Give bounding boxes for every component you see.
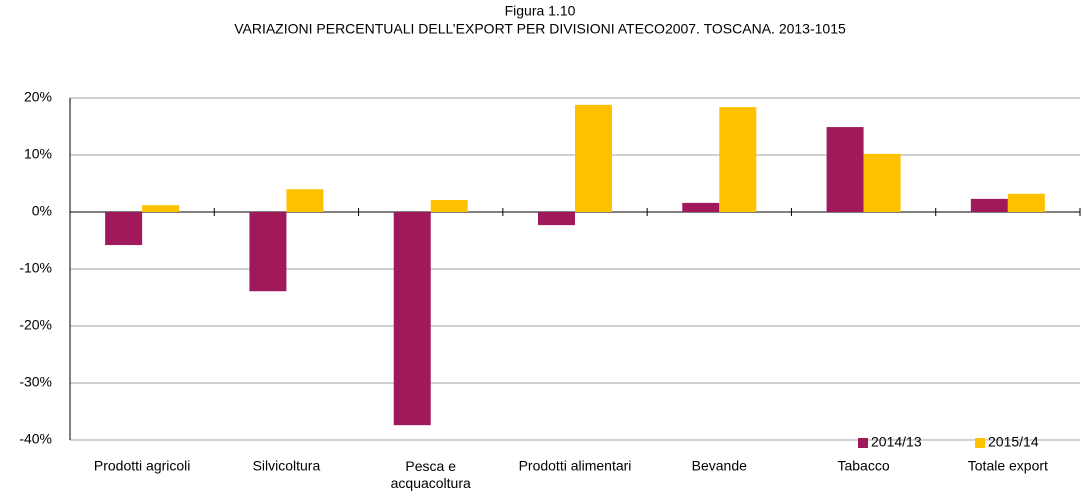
legend-label: 2014/13: [871, 434, 922, 450]
x-tick-label: Prodotti agricoli: [94, 458, 191, 474]
bar: [142, 205, 180, 212]
y-tick-label: 0%: [32, 203, 52, 219]
bar: [105, 212, 143, 246]
bar: [863, 153, 901, 212]
legend-swatch: [858, 438, 868, 448]
legend-label: 2015/14: [988, 434, 1039, 450]
bar: [970, 198, 1008, 212]
x-tick-label: Silvicoltura: [253, 458, 321, 474]
y-tick-label: 20%: [24, 89, 52, 105]
bar: [682, 202, 720, 212]
y-tick-label: -10%: [19, 260, 52, 276]
legend-swatch: [975, 438, 985, 448]
x-tick-label: Bevande: [692, 458, 747, 474]
y-tick-label: 10%: [24, 146, 52, 162]
y-tick-label: -20%: [19, 317, 52, 333]
bar: [430, 200, 468, 212]
y-tick-label: -40%: [19, 431, 52, 447]
x-tick-label: Prodotti alimentari: [519, 458, 632, 474]
bar: [538, 212, 575, 226]
x-tick-label: Totale export: [968, 458, 1048, 474]
bar: [719, 107, 757, 212]
x-tick-label: Pesca e acquacoltura: [391, 458, 471, 491]
bar: [286, 189, 324, 212]
y-tick-label: -30%: [19, 374, 52, 390]
figure-label: Figura 1.10: [505, 3, 576, 19]
bar: [575, 104, 612, 212]
bar: [393, 212, 431, 426]
bar: [249, 212, 287, 292]
x-tick-label: Tabacco: [837, 458, 889, 474]
bar: [826, 127, 864, 212]
bar: [1007, 193, 1045, 212]
chart-title: VARIAZIONI PERCENTUALI DELL’EXPORT PER D…: [234, 21, 846, 37]
